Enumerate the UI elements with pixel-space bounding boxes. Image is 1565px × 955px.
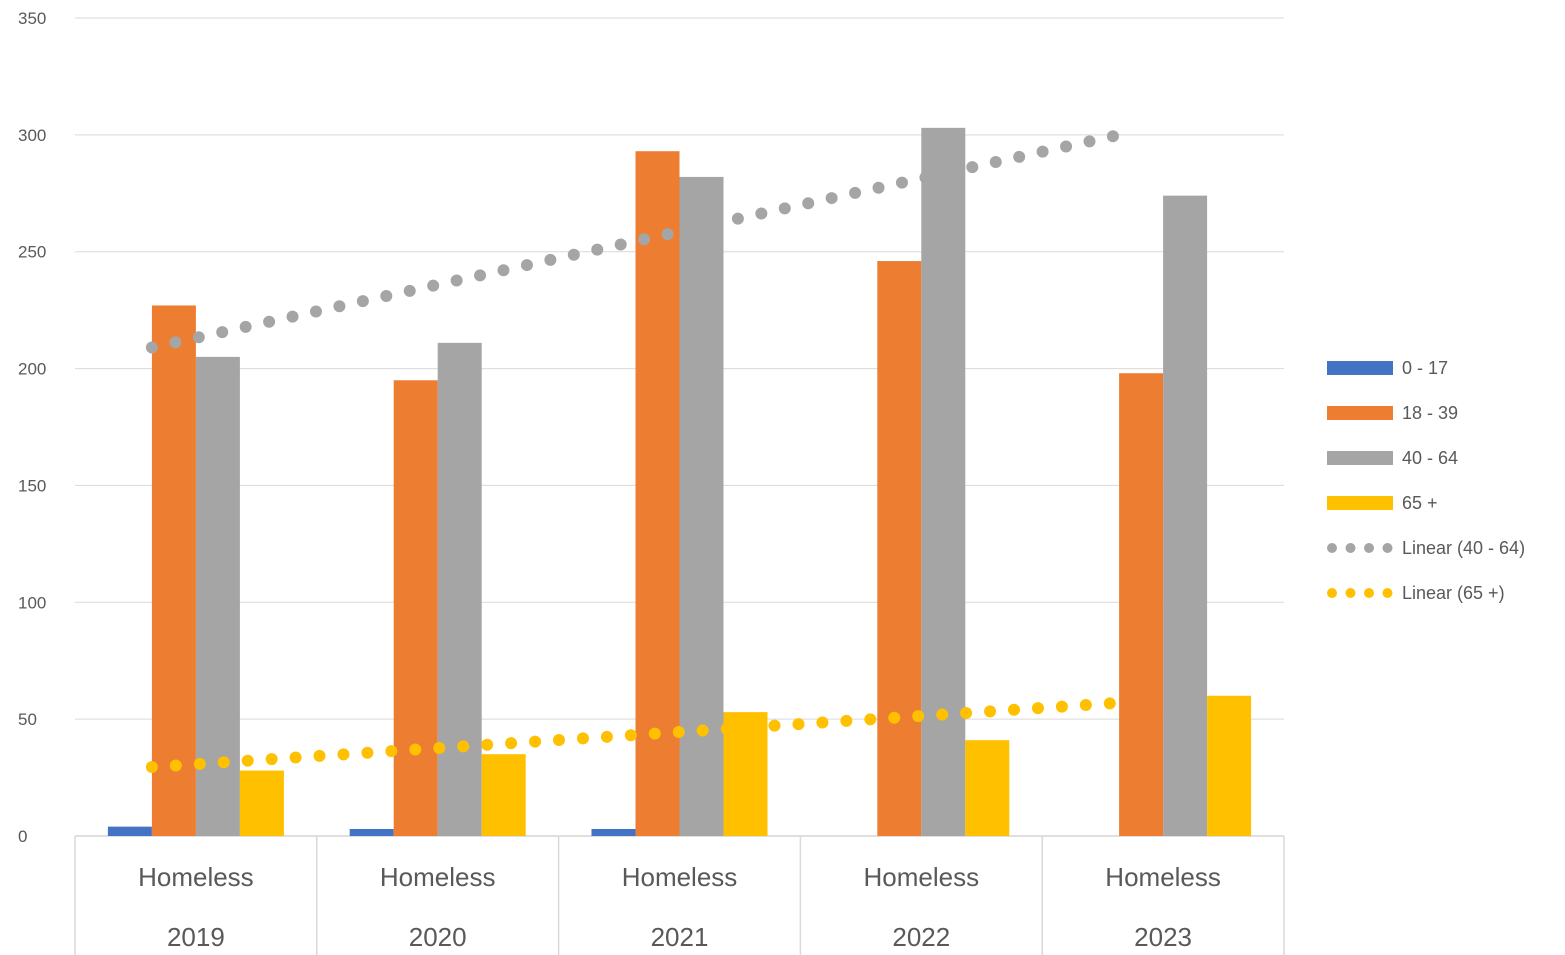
x-group-label: 2023 [1134,922,1192,952]
bar [679,176,724,836]
bar [107,826,152,836]
legend-dot [1345,588,1356,598]
x-category-label: Homeless [622,862,738,892]
legend-dot [1345,543,1356,553]
x-group-label: 2019 [167,922,225,952]
trendlines [145,128,1126,774]
x-group-label: 2020 [409,922,467,952]
legend-dot [1364,543,1374,553]
x-category-label: Homeless [864,862,980,892]
y-axis: 0 50 100 150 200 250 300 350 [18,9,46,846]
legend-swatch [1327,496,1393,510]
legend-label: 0 - 17 [1402,358,1448,378]
bar [437,342,482,836]
x-group-label: 2021 [651,922,709,952]
legend: 0 - 17 18 - 39 40 - 64 65 + Linear (40 - 64)… [1327,358,1525,603]
bar [965,740,1010,836]
bar [151,305,196,836]
legend-label: 18 - 39 [1402,403,1458,423]
trendline [145,696,1126,774]
bars [107,127,1252,837]
legend-swatch [1327,361,1393,375]
x-category-label: Homeless [138,862,254,892]
legend-dot [1327,543,1337,553]
bar [877,261,922,836]
x-category-label: Homeless [1105,862,1221,892]
bar [481,754,526,836]
bar [393,380,438,836]
legend-swatch [1327,406,1393,420]
y-tick-label: 250 [18,243,46,262]
y-tick-label: 0 [18,827,27,846]
x-category-label: Homeless [380,862,496,892]
bar [349,828,394,836]
bar [239,770,284,836]
legend-dot [1327,588,1337,598]
bar [635,151,680,836]
legend-label: 40 - 64 [1402,448,1458,468]
bar [1163,195,1208,836]
trendline [145,128,1126,354]
legend-swatch [1327,451,1393,465]
y-tick-label: 200 [18,360,46,379]
bar [1119,373,1164,836]
y-tick-label: 50 [18,710,37,729]
bar [195,356,240,836]
x-group-label: 2022 [892,922,950,952]
bar [1207,695,1252,836]
legend-label: Linear (40 - 64) [1402,538,1525,558]
bar [591,828,636,836]
legend-dot [1364,588,1374,598]
legend-label: 65 + [1402,493,1438,513]
y-tick-label: 350 [18,9,46,28]
legend-dot [1382,543,1393,553]
y-tick-label: 300 [18,126,46,145]
x-axis: Homeless 2019 Homeless 2020 Homeless 2021 Home… [74,836,1285,955]
legend-dot [1382,588,1393,598]
y-tick-label: 150 [18,476,46,495]
legend-label: Linear (65 +) [1402,583,1505,603]
y-tick-label: 100 [18,593,46,612]
bar [921,127,966,837]
